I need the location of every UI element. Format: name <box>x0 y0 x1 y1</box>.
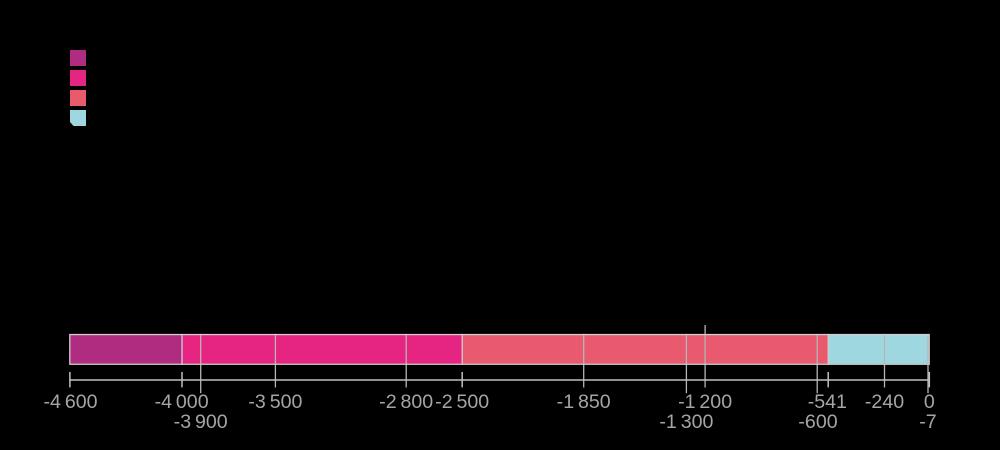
svg-text:-541: -541 <box>808 391 847 413</box>
svg-text:-2 800: -2 800 <box>379 391 433 413</box>
svg-text:-1 200: -1 200 <box>678 391 732 413</box>
svg-text:-4 600: -4 600 <box>43 391 97 413</box>
svg-text:-240: -240 <box>865 391 904 413</box>
svg-text:-600: -600 <box>798 411 837 433</box>
svg-text:0: 0 <box>924 391 935 413</box>
svg-text:-2 500: -2 500 <box>435 391 489 413</box>
svg-text:-4 000: -4 000 <box>155 391 209 413</box>
svg-text:-3 500: -3 500 <box>248 391 302 413</box>
svg-text:-3 900: -3 900 <box>174 411 228 433</box>
svg-text:-7: -7 <box>919 411 936 433</box>
svg-text:-1 300: -1 300 <box>659 411 713 433</box>
svg-text:-1 850: -1 850 <box>557 391 611 413</box>
